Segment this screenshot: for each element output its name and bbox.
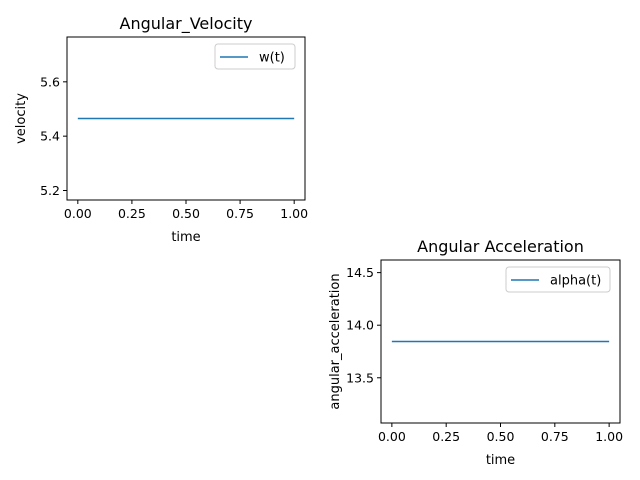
legend-box xyxy=(214,43,296,70)
chart-title: Angular Acceleration xyxy=(417,237,584,256)
y-tick-label: 14.0 xyxy=(346,318,374,333)
x-tick-label: 1.00 xyxy=(595,429,623,444)
y-tick-label: 14.5 xyxy=(346,265,374,280)
y-axis-label: angular_acceleration xyxy=(328,273,343,409)
x-axis-label: time xyxy=(486,453,515,468)
x-tick-label: 0.75 xyxy=(541,429,569,444)
x-tick-label: 0.50 xyxy=(487,429,515,444)
y-tick-label: 5.6 xyxy=(40,74,60,89)
y-tick-label: 13.5 xyxy=(346,370,374,385)
x-tick-label: 0.75 xyxy=(226,206,254,221)
angular-acceleration-chart: Angular Acceleration 0.00 0.25 0.50 0.75 1.00… xyxy=(328,237,623,468)
x-tick-label: 1.00 xyxy=(280,206,308,221)
x-tick-label: 0.25 xyxy=(432,429,460,444)
x-axis-label: time xyxy=(171,230,200,245)
legend-box xyxy=(505,266,611,293)
angular-velocity-chart: Angular_Velocity 0.00 0.25 0.50 0.75 1.00 5.2 5… xyxy=(14,14,308,245)
x-tick-label: 0.00 xyxy=(64,206,92,221)
legend-label: alpha(t) xyxy=(550,274,601,289)
y-tick-label: 5.2 xyxy=(40,183,60,198)
x-tick-label: 0.25 xyxy=(118,206,146,221)
x-tick-label: 0.00 xyxy=(378,429,406,444)
y-tick-label: 5.4 xyxy=(40,129,60,144)
x-tick-label: 0.50 xyxy=(172,206,200,221)
chart-title: Angular_Velocity xyxy=(120,14,253,34)
y-axis-label: velocity xyxy=(14,93,29,144)
legend-label: w(t) xyxy=(259,51,285,66)
